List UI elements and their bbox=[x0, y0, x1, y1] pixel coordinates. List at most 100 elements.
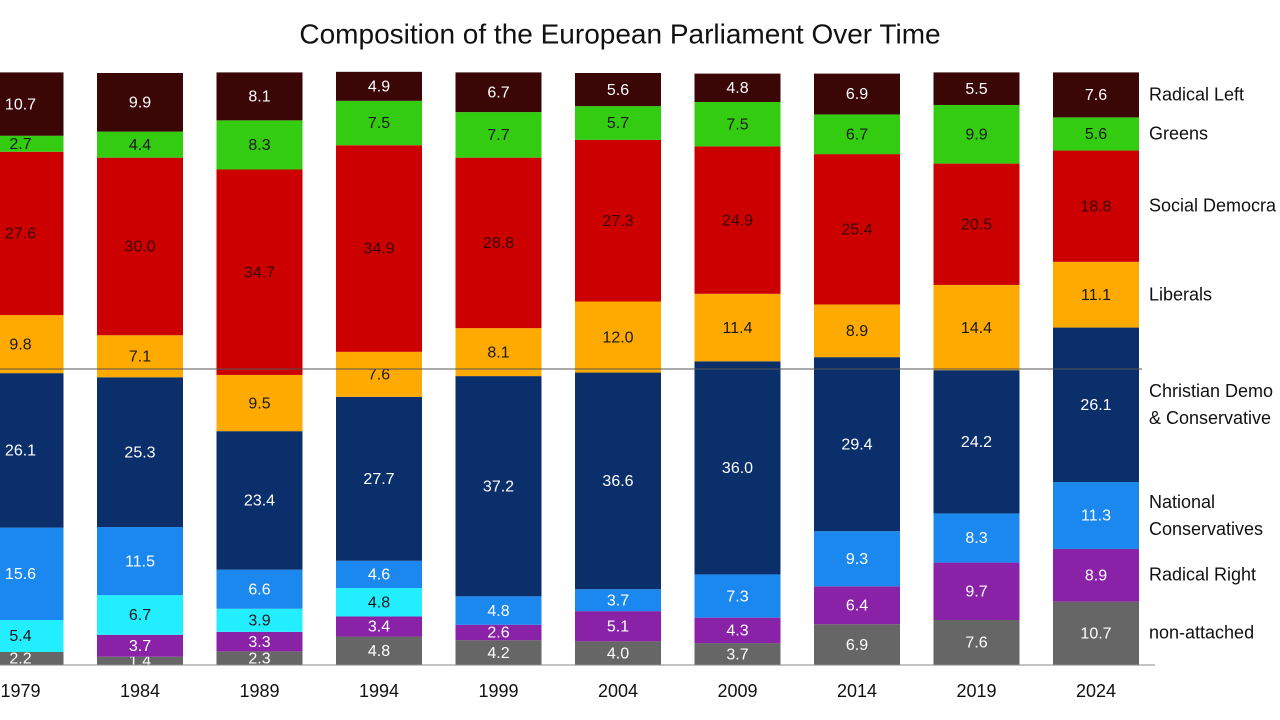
value-label: 10.7 bbox=[1080, 626, 1111, 643]
value-label: 9.8 bbox=[9, 336, 31, 353]
bar-segment bbox=[933, 284, 1020, 371]
bar-segment bbox=[575, 589, 661, 612]
value-label: 7.6 bbox=[368, 367, 390, 384]
value-label: 7.6 bbox=[1085, 87, 1107, 104]
bar-segment bbox=[455, 624, 542, 641]
bar-segment bbox=[97, 595, 183, 635]
bar-segment bbox=[97, 634, 183, 657]
bar-segment bbox=[455, 596, 542, 625]
bar-segment bbox=[336, 71, 422, 101]
value-label: 30.0 bbox=[124, 239, 155, 256]
legend-entry: Christian Demo & Conservative bbox=[1149, 380, 1274, 428]
value-label: 15.6 bbox=[5, 566, 36, 583]
value-label: 4.8 bbox=[726, 80, 748, 97]
bar-segment bbox=[336, 396, 422, 561]
bar-segment bbox=[455, 112, 542, 158]
value-label: 3.3 bbox=[248, 634, 270, 651]
value-label: 5.6 bbox=[607, 82, 629, 99]
bar-segment bbox=[0, 135, 64, 152]
value-label: 4.4 bbox=[129, 137, 151, 154]
bar-segment bbox=[0, 373, 64, 528]
value-label: 7.3 bbox=[726, 588, 748, 605]
value-label: 18.8 bbox=[1080, 198, 1111, 215]
x-tick-label: 2019 bbox=[956, 681, 996, 701]
value-label: 3.9 bbox=[248, 613, 270, 630]
bar-segment bbox=[216, 608, 303, 632]
value-label: 7.5 bbox=[726, 116, 748, 133]
bar-segment bbox=[933, 370, 1020, 514]
value-label: 5.4 bbox=[9, 628, 31, 645]
bar-segment bbox=[216, 631, 303, 652]
bar-segment bbox=[814, 586, 900, 625]
bar-segment bbox=[336, 636, 422, 665]
bar-segment bbox=[1053, 261, 1139, 328]
value-label: 9.9 bbox=[129, 95, 151, 112]
x-tick-label: 1979 bbox=[0, 681, 40, 701]
value-label: 4.8 bbox=[368, 594, 390, 611]
value-label: 24.2 bbox=[961, 434, 992, 451]
value-label: 5.1 bbox=[607, 618, 629, 635]
bar-segment bbox=[933, 620, 1020, 665]
bar-segment bbox=[455, 640, 542, 665]
bar-segment bbox=[814, 624, 900, 665]
value-label: 8.1 bbox=[487, 344, 509, 361]
value-label: 12.0 bbox=[602, 329, 633, 346]
bar-segment bbox=[575, 641, 661, 665]
bar-segment bbox=[575, 611, 661, 642]
x-tick-label: 1984 bbox=[120, 681, 160, 701]
bar-segment bbox=[97, 335, 183, 378]
x-tick-label: 2014 bbox=[837, 681, 877, 701]
value-label: 3.4 bbox=[368, 619, 390, 636]
bar-segment bbox=[216, 431, 303, 570]
value-label: 2.2 bbox=[9, 651, 31, 668]
bar-segment bbox=[0, 72, 64, 136]
legend-entry: Social Democra bbox=[1149, 195, 1277, 216]
bar-segment bbox=[933, 513, 1020, 563]
value-label: 27.3 bbox=[602, 213, 633, 230]
bar-segment bbox=[814, 154, 900, 305]
value-label: 36.0 bbox=[722, 460, 753, 477]
bar-segment bbox=[216, 120, 303, 170]
value-label: 9.5 bbox=[248, 395, 270, 412]
bar-segment bbox=[1053, 327, 1139, 483]
value-label: 9.7 bbox=[965, 584, 987, 601]
bar-segment bbox=[575, 139, 661, 302]
x-tick-label: 2024 bbox=[1076, 681, 1116, 701]
bar-segment bbox=[455, 72, 542, 113]
bar-segment bbox=[575, 301, 661, 373]
bar-segment bbox=[1053, 117, 1139, 151]
value-label: 2.7 bbox=[9, 136, 31, 153]
value-label: 6.7 bbox=[487, 84, 509, 101]
chart-title: Composition of the European Parliament O… bbox=[299, 18, 940, 49]
bar-segment bbox=[694, 146, 781, 294]
bar-segment bbox=[336, 560, 422, 589]
legend-entry: Liberals bbox=[1149, 284, 1213, 305]
value-label: 4.8 bbox=[487, 603, 509, 620]
bar-segment bbox=[336, 100, 422, 146]
value-label: 14.4 bbox=[961, 320, 992, 337]
value-label: 27.6 bbox=[5, 226, 36, 243]
bar-segment bbox=[0, 151, 64, 316]
bar-segment bbox=[1053, 548, 1139, 602]
bar-segment bbox=[575, 372, 661, 590]
legend-entry: non-attached bbox=[1149, 622, 1255, 643]
bar-segment bbox=[336, 588, 422, 617]
bar-segment bbox=[216, 169, 303, 375]
value-label: 6.9 bbox=[846, 637, 868, 654]
bar-segment bbox=[933, 163, 1020, 285]
value-label: 6.9 bbox=[846, 86, 868, 103]
bar-segment bbox=[814, 73, 900, 115]
value-label: 29.4 bbox=[841, 436, 872, 453]
value-label: 34.9 bbox=[363, 241, 394, 258]
bar-segment bbox=[455, 376, 542, 597]
bar-segment bbox=[97, 527, 183, 596]
value-label: 27.7 bbox=[363, 471, 394, 488]
bar-segment bbox=[1053, 72, 1139, 118]
value-label: 34.7 bbox=[244, 264, 275, 281]
value-label: 5.5 bbox=[965, 81, 987, 98]
bar-segment bbox=[216, 651, 303, 665]
value-label: 8.9 bbox=[846, 323, 868, 340]
value-label: 4.9 bbox=[368, 79, 390, 96]
value-label: 26.1 bbox=[5, 443, 36, 460]
bar-segment bbox=[97, 73, 183, 132]
